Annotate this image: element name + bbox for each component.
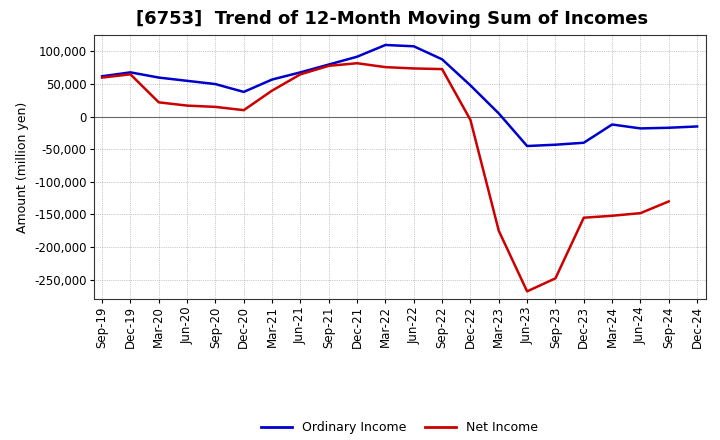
Line: Net Income: Net Income xyxy=(102,63,669,291)
Ordinary Income xyxy=(353,54,361,59)
Y-axis label: Amount (million yen): Amount (million yen) xyxy=(16,102,29,233)
Net Income xyxy=(98,75,107,80)
Ordinary Income xyxy=(183,78,192,84)
Ordinary Income xyxy=(268,77,276,82)
Net Income xyxy=(551,276,559,281)
Net Income xyxy=(381,65,390,70)
Ordinary Income xyxy=(608,122,616,127)
Ordinary Income xyxy=(693,124,701,129)
Net Income xyxy=(410,66,418,71)
Ordinary Income xyxy=(495,111,503,116)
Ordinary Income xyxy=(296,70,305,75)
Ordinary Income xyxy=(665,125,673,130)
Ordinary Income xyxy=(438,57,446,62)
Net Income xyxy=(665,199,673,204)
Net Income xyxy=(466,117,474,123)
Net Income xyxy=(268,88,276,93)
Ordinary Income xyxy=(155,75,163,80)
Line: Ordinary Income: Ordinary Income xyxy=(102,45,697,146)
Net Income xyxy=(353,61,361,66)
Ordinary Income xyxy=(580,140,588,145)
Ordinary Income xyxy=(211,81,220,87)
Ordinary Income xyxy=(636,126,644,131)
Ordinary Income xyxy=(381,42,390,48)
Ordinary Income xyxy=(325,62,333,67)
Net Income xyxy=(495,228,503,233)
Net Income xyxy=(240,107,248,113)
Legend: Ordinary Income, Net Income: Ordinary Income, Net Income xyxy=(256,416,544,439)
Net Income xyxy=(523,289,531,294)
Net Income xyxy=(608,213,616,218)
Net Income xyxy=(580,215,588,220)
Ordinary Income xyxy=(551,142,559,147)
Ordinary Income xyxy=(240,89,248,95)
Ordinary Income xyxy=(523,143,531,149)
Net Income xyxy=(438,66,446,72)
Net Income xyxy=(296,72,305,77)
Net Income xyxy=(211,104,220,110)
Net Income xyxy=(126,72,135,77)
Net Income xyxy=(636,210,644,216)
Net Income xyxy=(155,100,163,105)
Net Income xyxy=(183,103,192,108)
Text: [6753]  Trend of 12-Month Moving Sum of Incomes: [6753] Trend of 12-Month Moving Sum of I… xyxy=(137,10,649,28)
Ordinary Income xyxy=(98,73,107,79)
Net Income xyxy=(325,63,333,69)
Ordinary Income xyxy=(410,44,418,49)
Ordinary Income xyxy=(126,70,135,75)
Ordinary Income xyxy=(466,83,474,88)
